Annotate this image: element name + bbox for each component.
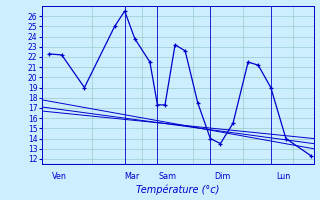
Text: Température (°c): Température (°c) [136,185,219,195]
Text: Mar: Mar [125,172,140,181]
Text: Lun: Lun [276,172,291,181]
Text: Sam: Sam [158,172,177,181]
Text: Dim: Dim [215,172,231,181]
Text: Ven: Ven [52,172,67,181]
